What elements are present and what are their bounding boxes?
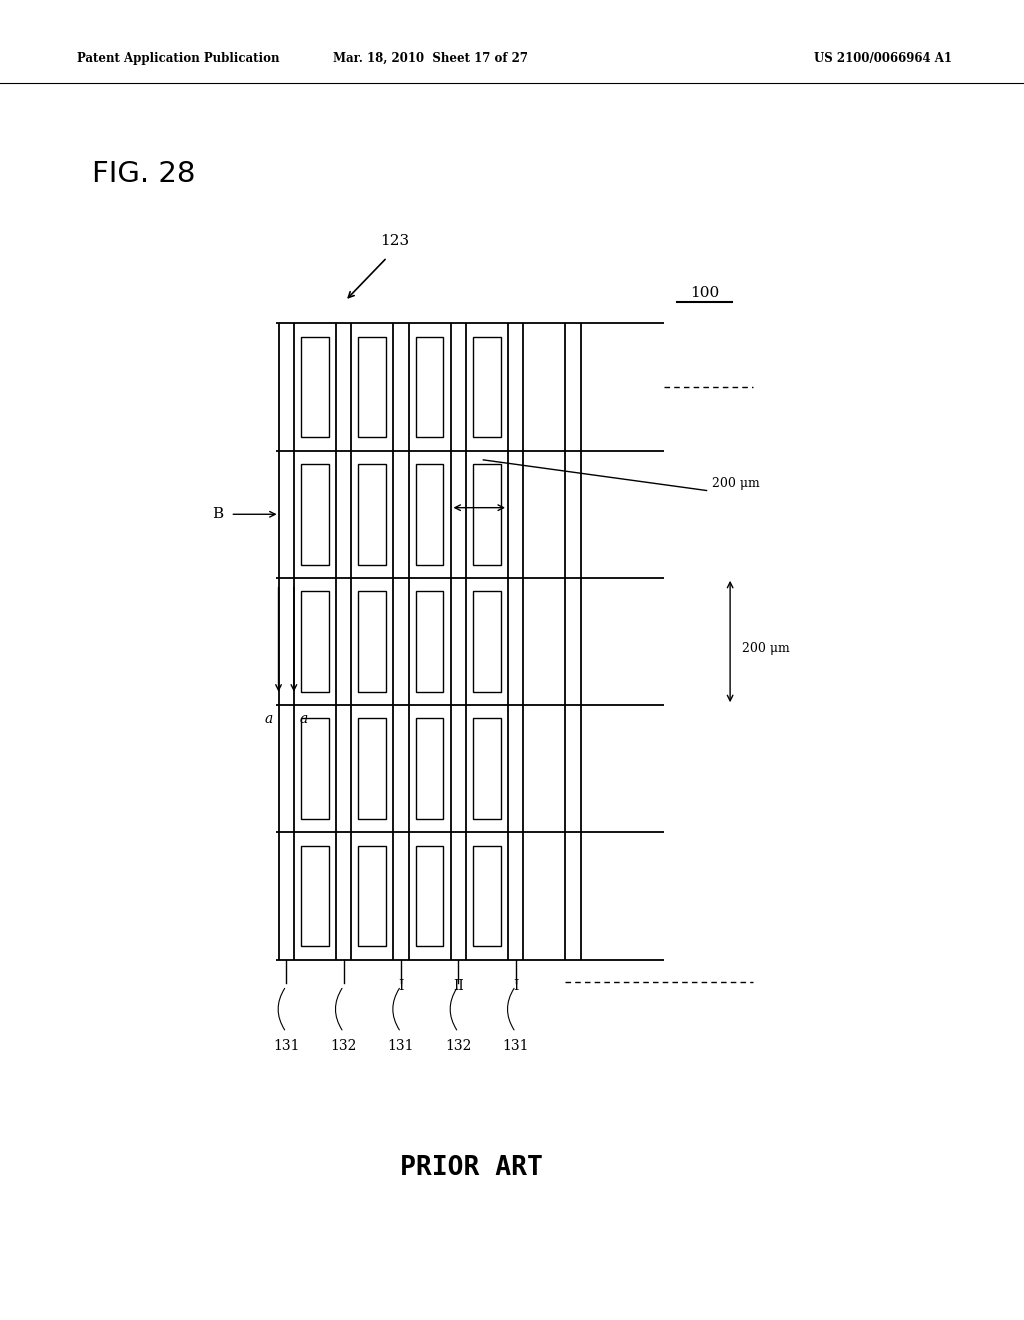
Text: a: a xyxy=(264,711,272,726)
Text: 100: 100 xyxy=(690,285,719,300)
Text: 131: 131 xyxy=(273,1039,299,1053)
Text: 131: 131 xyxy=(388,1039,414,1053)
Text: 200 μm: 200 μm xyxy=(742,642,791,655)
Text: a: a xyxy=(300,711,308,726)
Text: Patent Application Publication: Patent Application Publication xyxy=(77,51,280,65)
Text: 132: 132 xyxy=(331,1039,356,1053)
Text: II: II xyxy=(453,978,464,993)
Text: I: I xyxy=(513,978,518,993)
Text: Mar. 18, 2010  Sheet 17 of 27: Mar. 18, 2010 Sheet 17 of 27 xyxy=(333,51,527,65)
Text: 200 μm: 200 μm xyxy=(712,478,760,491)
Text: 132: 132 xyxy=(445,1039,471,1053)
Text: B: B xyxy=(212,507,223,521)
Text: 123: 123 xyxy=(380,234,409,248)
Text: 131: 131 xyxy=(503,1039,528,1053)
Text: I: I xyxy=(398,978,403,993)
Text: PRIOR ART: PRIOR ART xyxy=(399,1155,543,1181)
Text: FIG. 28: FIG. 28 xyxy=(92,160,196,189)
Text: US 2100/0066964 A1: US 2100/0066964 A1 xyxy=(814,51,952,65)
